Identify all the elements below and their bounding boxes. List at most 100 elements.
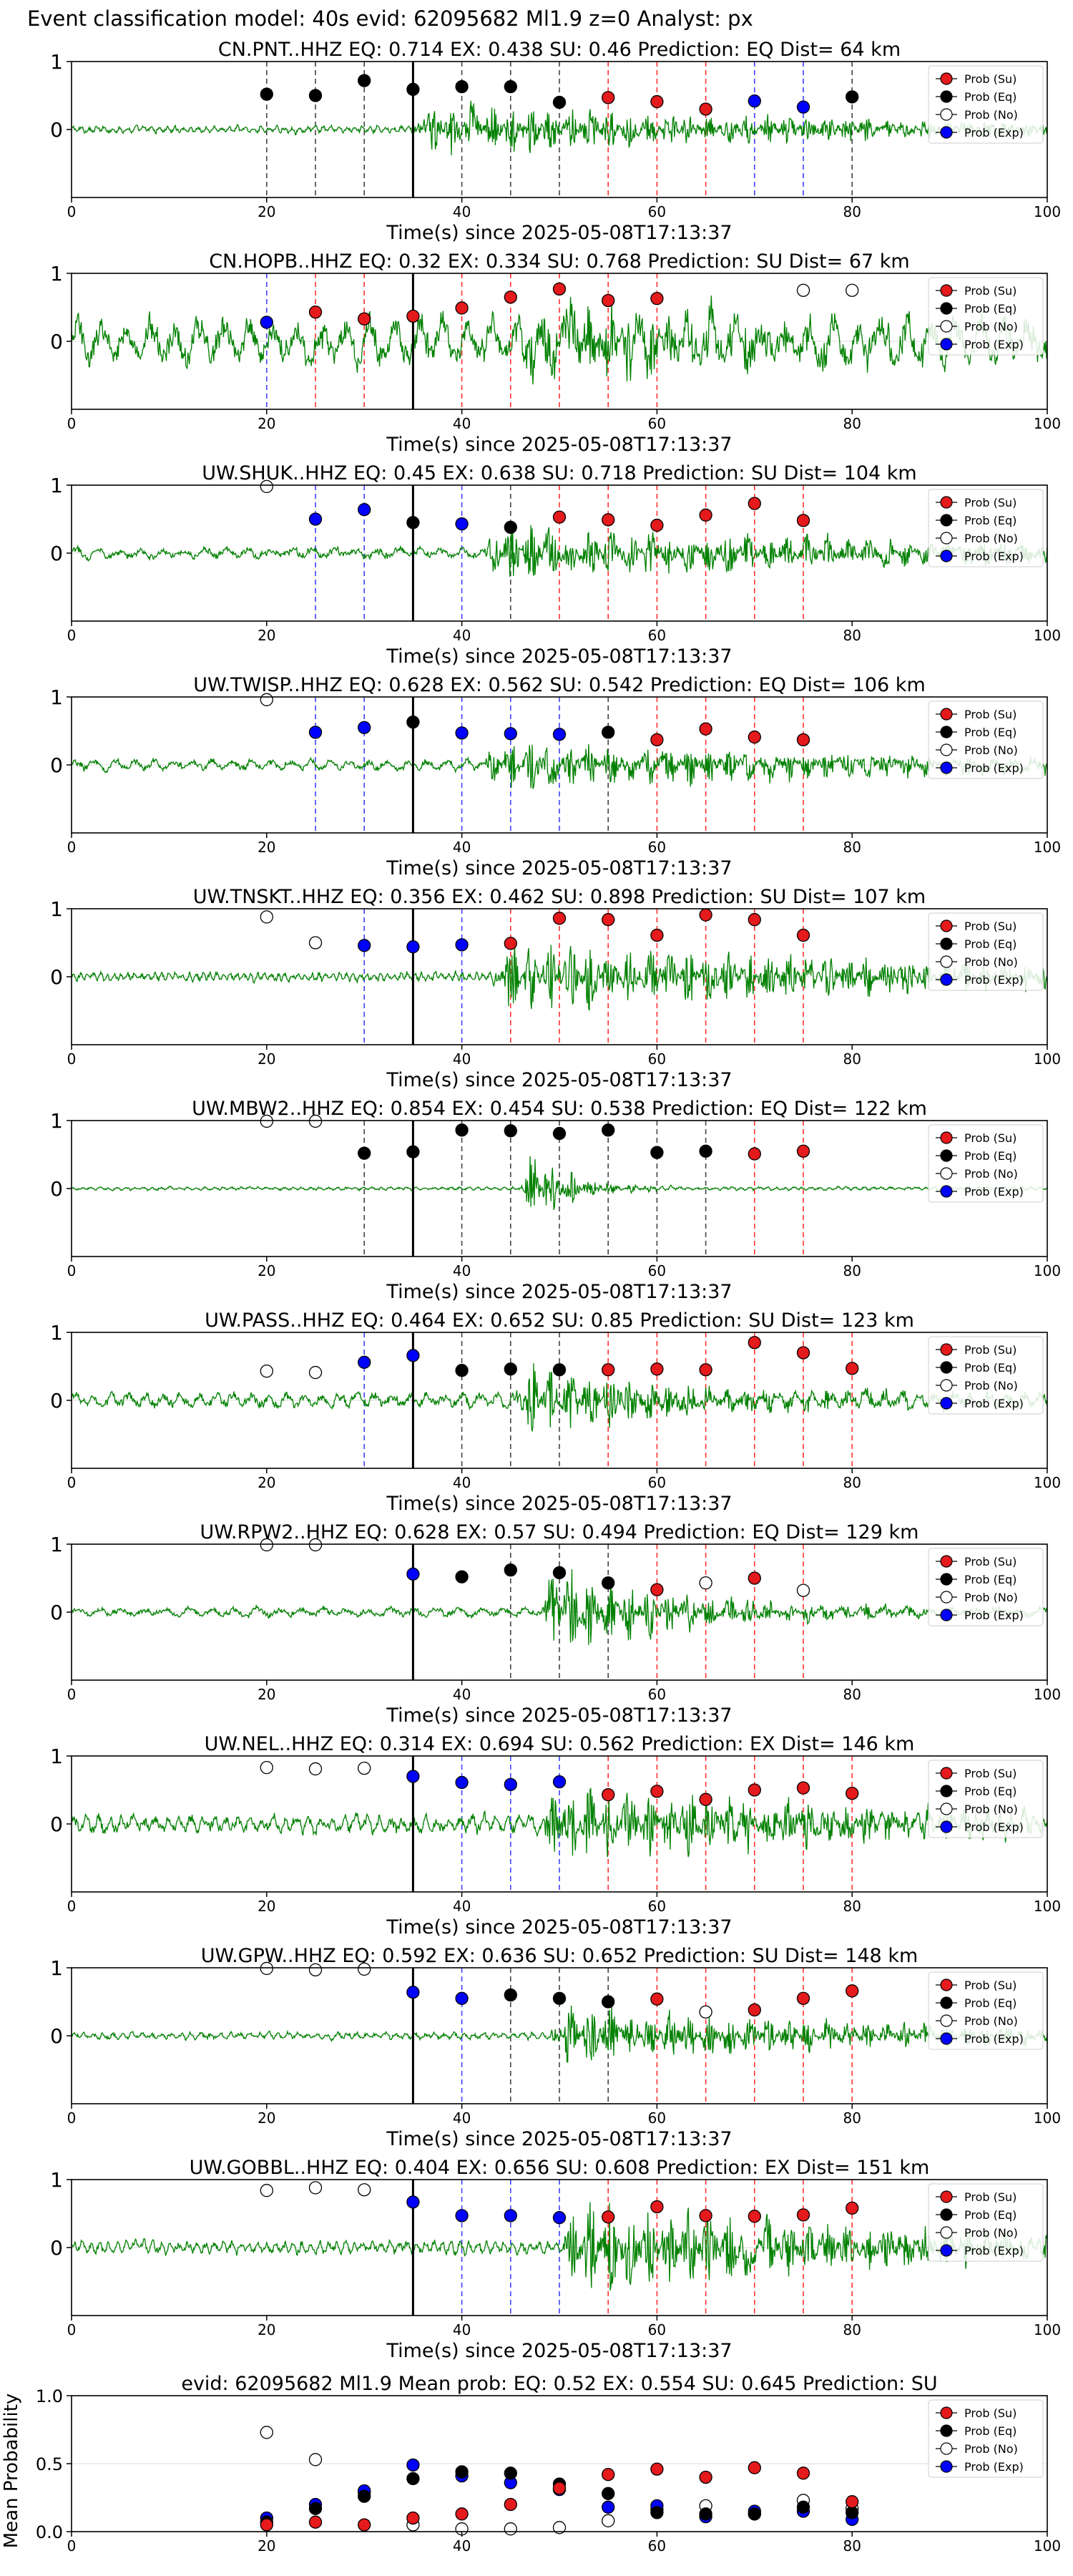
x-tick-label: 60 [648, 1898, 666, 1915]
point-su [796, 1991, 810, 2005]
legend-box [928, 1548, 1044, 1626]
point-eq [602, 1123, 615, 1137]
x-tick-label: 80 [843, 627, 861, 644]
point-no [552, 2521, 567, 2534]
legend-label: Prob (Su) [964, 708, 1016, 721]
point-su [358, 312, 371, 326]
point-exp [308, 512, 323, 526]
legend-label: Prob (Exp) [964, 550, 1024, 563]
point-exp [748, 94, 761, 108]
point-exp [308, 726, 323, 739]
point-eq [260, 87, 273, 101]
point-no [308, 1762, 323, 1776]
legend: Prob (Su) Prob (Eq) Prob (No) Prob (Exp) [928, 2399, 1044, 2478]
panel-title: UW.GOBBL..HHZ EQ: 0.404 EX: 0.656 SU: 0.… [190, 2157, 930, 2179]
legend-label: Prob (No) [964, 743, 1018, 757]
x-tick-label: 100 [1034, 2537, 1061, 2555]
point-su [846, 2201, 859, 2215]
x-tick-label: 20 [258, 2109, 275, 2127]
point-eq [504, 2467, 517, 2480]
x-axis-label: Time(s) since 2025-05-08T17:13:37 [386, 645, 732, 668]
point-su [796, 1346, 810, 1360]
y-tick-label: 0 [50, 753, 63, 777]
station-panel-7: UW.PASS..HHZ EQ: 0.464 EX: 0.652 SU: 0.8… [50, 1309, 1061, 1515]
legend-label: Prob (Exp) [964, 2032, 1024, 2046]
y-tick-label: 1 [50, 1745, 63, 1768]
panel-title: UW.PASS..HHZ EQ: 0.464 EX: 0.652 SU: 0.8… [205, 1309, 914, 1332]
point-su [748, 2003, 761, 2017]
point-su [504, 2497, 517, 2512]
point-su [308, 305, 323, 319]
point-eq [455, 1364, 469, 1377]
x-tick-label: 100 [1034, 2321, 1061, 2338]
panel-title: UW.TWISP..HHZ EQ: 0.628 EX: 0.562 SU: 0.… [193, 674, 926, 696]
point-su [748, 730, 761, 744]
point-exp [455, 517, 469, 531]
legend-marker-no [940, 955, 953, 968]
point-su [846, 1362, 859, 1375]
point-eq [650, 2506, 664, 2519]
point-no [260, 1114, 273, 1128]
point-su [650, 1785, 664, 1798]
point-no [358, 2183, 371, 2197]
legend-marker-su [940, 72, 953, 85]
legend-marker-eq [940, 1996, 953, 2009]
legend-label: Prob (Exp) [964, 2460, 1024, 2474]
panel-title: UW.MBW2..HHZ EQ: 0.854 EX: 0.454 SU: 0.5… [192, 1098, 927, 1120]
legend-label: Prob (Exp) [964, 1609, 1024, 1622]
point-su [699, 1363, 712, 1377]
legend-label: Prob (Su) [964, 2406, 1016, 2420]
x-tick-label: 40 [453, 2537, 471, 2555]
station-panel-4: UW.TWISP..HHZ EQ: 0.628 EX: 0.562 SU: 0.… [50, 674, 1061, 879]
point-eq [406, 2472, 420, 2486]
legend: Prob (Su) Prob (Eq) Prob (No) Prob (Exp) [928, 2183, 1044, 2262]
y-tick-label: 0 [50, 2236, 63, 2260]
x-tick-label: 100 [1034, 1050, 1061, 1068]
point-su [650, 291, 664, 306]
x-tick-label: 100 [1034, 1474, 1061, 1491]
point-su [504, 937, 517, 950]
x-tick-label: 40 [453, 1686, 471, 1703]
x-tick-label: 100 [1034, 2109, 1061, 2127]
point-su [552, 912, 567, 925]
figure-title: Event classification model: 40s evid: 62… [27, 6, 753, 31]
legend-box [928, 1336, 1044, 1415]
point-exp [406, 2458, 420, 2472]
point-exp [455, 1991, 469, 2005]
legend-marker-exp [940, 1185, 953, 1198]
point-su [650, 94, 664, 109]
x-tick-label: 100 [1034, 415, 1061, 432]
legend-marker-su [940, 1979, 953, 1991]
point-su [406, 309, 420, 323]
point-su [748, 1147, 761, 1161]
x-tick-label: 60 [648, 839, 666, 856]
point-exp [260, 316, 273, 329]
x-axis-label: Time(s) since 2025-05-08T17:13:37 [386, 1493, 732, 1515]
legend-marker-exp [940, 761, 953, 774]
point-eq [308, 89, 323, 102]
legend: Prob (Su) Prob (Eq) Prob (No) Prob (Exp) [928, 1548, 1044, 1626]
legend-box [928, 1760, 1044, 1838]
x-tick-label: 0 [67, 1050, 77, 1068]
legend-marker-eq [940, 937, 953, 950]
legend-marker-exp [940, 1397, 953, 1410]
x-tick-label: 40 [453, 1262, 471, 1279]
point-exp [406, 1770, 420, 1783]
legend-label: Prob (Exp) [964, 1397, 1024, 1410]
point-eq [846, 2506, 859, 2519]
legend-marker-su [940, 2190, 953, 2203]
point-su [846, 1787, 859, 1800]
point-no [308, 1963, 323, 1977]
point-eq [602, 726, 615, 739]
x-tick-label: 0 [67, 2321, 77, 2338]
point-no [260, 1365, 273, 1378]
x-tick-label: 100 [1034, 203, 1061, 220]
legend-label: Prob (Exp) [964, 1185, 1024, 1199]
legend-box [928, 65, 1044, 144]
legend: Prob (Su) Prob (Eq) Prob (No) Prob (Exp) [928, 701, 1044, 779]
x-tick-label: 40 [453, 1474, 471, 1491]
point-su [699, 2209, 712, 2223]
point-no [308, 2453, 323, 2467]
point-exp [552, 2211, 567, 2225]
point-su [796, 1144, 810, 1158]
